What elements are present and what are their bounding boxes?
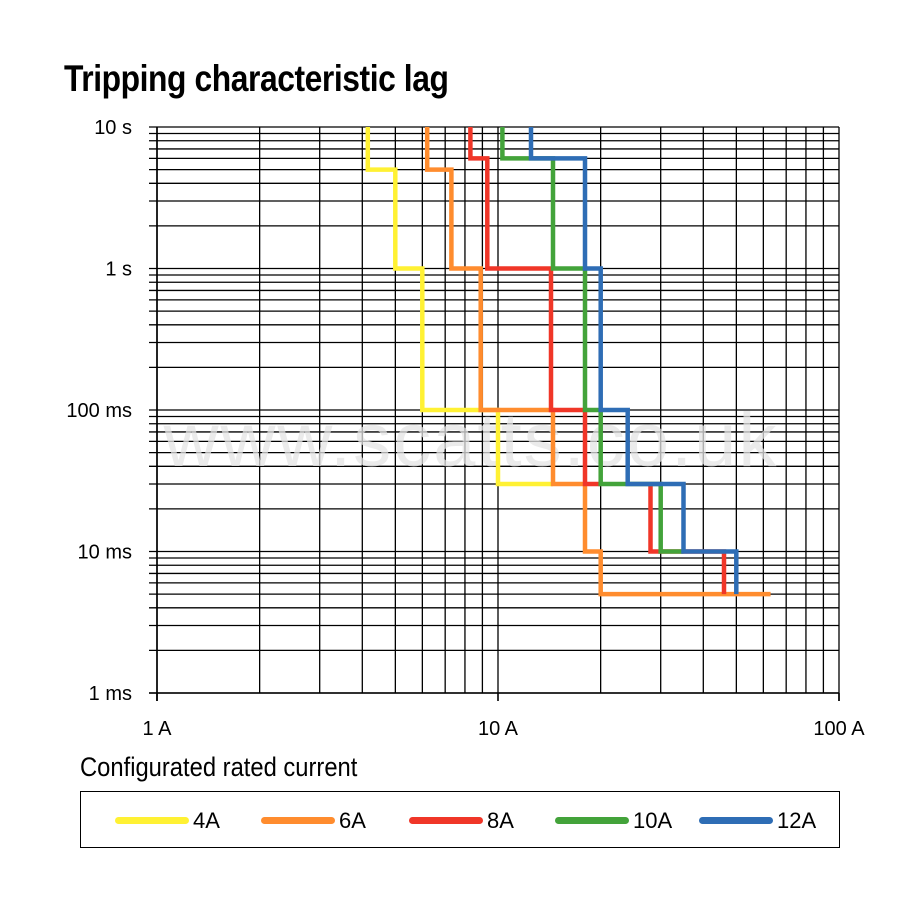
tick-labels: 10 s 1 s 100 ms 10 ms 1 ms 1 A 10 A 100 A <box>66 117 865 740</box>
chart-axes <box>149 127 840 701</box>
x-tick-label: 10 A <box>478 718 519 740</box>
legend-swatch-6a <box>261 817 335 824</box>
legend-label-4a: 4A <box>193 807 220 833</box>
legend-title: Configurated rated current <box>80 752 358 782</box>
legend-item-4a: 4A <box>115 792 220 849</box>
series-line-12a <box>528 127 739 595</box>
y-tick-label: 10 ms <box>78 542 132 564</box>
series-line-4a <box>365 127 553 487</box>
series-line-10a <box>500 127 684 554</box>
legend: 4A 6A 8A 10A 12A <box>80 791 840 848</box>
legend-item-8a: 8A <box>409 792 514 849</box>
x-tick-label: 1 A <box>143 718 173 740</box>
y-tick-label: 100 ms <box>66 400 132 422</box>
legend-item-12a: 12A <box>699 792 816 849</box>
y-tick-label: 1 s <box>105 259 132 281</box>
x-tick-label: 100 A <box>813 718 865 740</box>
legend-label-8a: 8A <box>487 807 514 833</box>
legend-swatch-10a <box>555 817 629 824</box>
y-tick-label: 1 ms <box>89 683 132 705</box>
legend-item-6a: 6A <box>261 792 366 849</box>
legend-swatch-4a <box>115 817 189 824</box>
legend-label-6a: 6A <box>339 807 366 833</box>
legend-label-10a: 10A <box>633 807 673 833</box>
legend-item-10a: 10A <box>555 792 672 849</box>
legend-label-12a: 12A <box>777 807 817 833</box>
y-tick-label: 10 s <box>94 117 132 139</box>
legend-swatch-8a <box>409 817 483 824</box>
chart-title: Tripping characteristic lag <box>64 58 449 99</box>
legend-swatch-12a <box>699 817 773 824</box>
series-layer <box>365 127 771 597</box>
